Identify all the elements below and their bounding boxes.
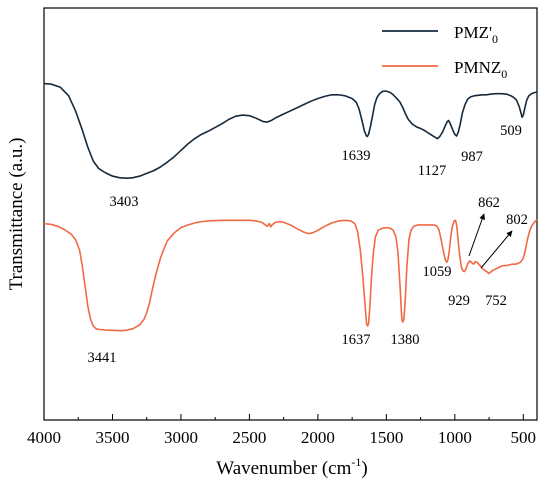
- peak-annotations: 3403 1639 1127 987 509 862 802 1059 929 …: [88, 123, 528, 366]
- x-tick-label-3000: 3000: [164, 428, 198, 447]
- x-tick-label-4000: 4000: [27, 428, 61, 447]
- peak-label-862: 862: [478, 195, 500, 211]
- x-tick-label-2000: 2000: [301, 428, 335, 447]
- peak-label-3441: 3441: [88, 350, 117, 366]
- peak-label-3403: 3403: [110, 194, 139, 210]
- y-axis-title: Transmittance (a.u.): [6, 138, 27, 291]
- peak-label-1127: 1127: [418, 163, 446, 179]
- x-tick-label-1500: 1500: [369, 428, 403, 447]
- peak-label-752: 752: [485, 293, 507, 309]
- peak-label-987: 987: [461, 149, 483, 165]
- peak-label-1380: 1380: [391, 332, 420, 348]
- peak-label-1059: 1059: [423, 264, 452, 280]
- x-axis-ticks: 4000 3500 3000 2500 2000 1500 1000 500: [27, 414, 536, 447]
- peak-label-1637: 1637: [342, 332, 371, 348]
- x-tick-label-2500: 2500: [232, 428, 266, 447]
- peak-label-929: 929: [448, 293, 470, 309]
- legend: PMZ'0 PMNZ0: [382, 23, 507, 81]
- x-tick-label-1000: 1000: [438, 428, 472, 447]
- x-tick-label-500: 500: [511, 428, 537, 447]
- peak-label-509: 509: [500, 123, 522, 139]
- arrow-862: [468, 213, 486, 257]
- series-lines: [43, 82, 538, 332]
- legend-label-pmnz0: PMNZ0: [454, 58, 507, 81]
- legend-label-pmz0: PMZ'0: [454, 23, 498, 46]
- peak-label-1639: 1639: [342, 148, 371, 164]
- peak-label-802: 802: [506, 212, 528, 228]
- arrow-802: [480, 230, 513, 269]
- x-tick-label-3500: 3500: [95, 428, 129, 447]
- series-line-0: [43, 82, 538, 180]
- x-axis-title: Wavenumber (cm-1): [216, 455, 367, 479]
- series-line-1: [43, 219, 538, 332]
- plot-frame: [43, 7, 538, 421]
